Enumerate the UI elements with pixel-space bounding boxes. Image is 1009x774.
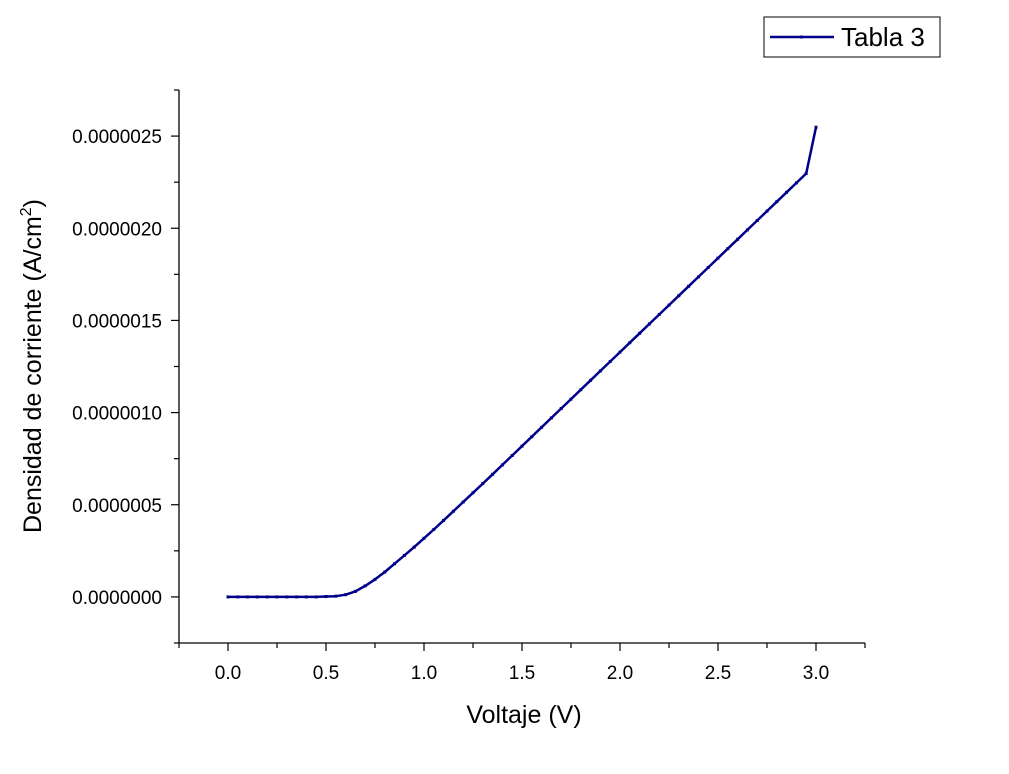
series-layer	[226, 125, 818, 599]
data-point	[647, 322, 651, 326]
y-tick-label: 0.0000020	[72, 219, 162, 240]
data-point	[442, 518, 446, 522]
data-point	[785, 190, 789, 194]
data-point	[814, 125, 818, 129]
x-tick-label: 3.0	[803, 663, 829, 684]
x-tick-label: 2.0	[607, 663, 633, 684]
data-point	[736, 237, 740, 241]
legend-swatch-marker	[800, 35, 803, 39]
legend: Tabla 3	[763, 16, 941, 58]
data-point	[716, 256, 720, 260]
data-point	[540, 425, 544, 429]
data-point	[491, 472, 495, 476]
data-point	[402, 553, 406, 557]
data-point	[677, 294, 681, 298]
data-point	[471, 491, 475, 495]
y-axis-title-superscript: 2	[18, 207, 35, 216]
data-point	[373, 577, 377, 581]
data-point	[363, 584, 367, 588]
data-point	[451, 509, 455, 513]
y-tick-label: 0.0000025	[72, 127, 162, 148]
y-tick-label: 0.0000000	[72, 588, 162, 609]
data-point	[324, 595, 328, 599]
data-point	[481, 482, 485, 486]
data-point	[353, 589, 357, 593]
x-tick-label: 0.0	[215, 663, 241, 684]
data-point	[344, 593, 348, 597]
series-line	[228, 126, 818, 599]
data-point	[628, 341, 632, 345]
data-point	[422, 536, 426, 540]
y-tick-label: 0.0000010	[72, 404, 162, 425]
data-point	[295, 595, 299, 599]
data-point	[559, 407, 563, 411]
data-point	[236, 595, 240, 599]
data-point	[598, 369, 602, 373]
legend-label: Tabla 3	[841, 22, 925, 52]
data-point	[804, 172, 808, 176]
data-point	[412, 545, 416, 549]
data-point	[265, 595, 269, 599]
data-point	[520, 444, 524, 448]
data-point	[657, 313, 661, 317]
x-tick-label: 1.5	[509, 663, 535, 684]
x-axis-title: Voltaje (V)	[466, 701, 581, 729]
data-point	[608, 360, 612, 364]
y-tick-label: 0.0000005	[72, 496, 162, 517]
data-point	[314, 595, 318, 599]
data-point	[432, 527, 436, 531]
data-point	[706, 266, 710, 270]
data-point	[530, 435, 534, 439]
data-point	[687, 284, 691, 288]
y-ticks: 0.0000000 0.0000005 0.0000010 0.0000015 0.00…	[72, 89, 179, 644]
x-tick-label: 2.5	[705, 663, 731, 684]
x-tick-label: 0.5	[313, 663, 339, 684]
y-tick-label: 0.0000015	[72, 311, 162, 332]
data-point	[745, 228, 749, 232]
data-point	[775, 200, 779, 204]
x-tick-label: 1.0	[411, 663, 437, 684]
data-point	[255, 595, 259, 599]
data-point	[461, 500, 465, 504]
axes	[178, 90, 865, 644]
data-point	[246, 595, 250, 599]
data-point	[285, 595, 289, 599]
data-point	[726, 247, 730, 251]
x-ticks: 0.0 0.5 1.0 1.5 2.0 2.5 3.0	[178, 643, 866, 684]
data-point	[569, 397, 573, 401]
data-point	[500, 463, 504, 467]
data-point	[765, 209, 769, 213]
y-axis-title-main: Densidad de corriente (A/cm	[19, 216, 47, 533]
data-point	[383, 570, 387, 574]
data-point	[618, 350, 622, 354]
y-axis-title: Densidad de corriente (A/cm2)	[18, 199, 47, 533]
data-point	[696, 275, 700, 279]
data-point	[667, 303, 671, 307]
data-point	[393, 562, 397, 566]
data-point	[275, 595, 279, 599]
data-point	[549, 416, 553, 420]
data-point	[304, 595, 308, 599]
data-point	[226, 595, 230, 599]
data-point	[579, 388, 583, 392]
data-point	[334, 594, 338, 598]
data-point	[794, 181, 798, 185]
data-point	[638, 331, 642, 335]
data-point	[755, 219, 759, 223]
data-point	[510, 454, 514, 458]
y-axis-title-suffix: )	[19, 199, 47, 207]
data-point	[589, 378, 593, 382]
